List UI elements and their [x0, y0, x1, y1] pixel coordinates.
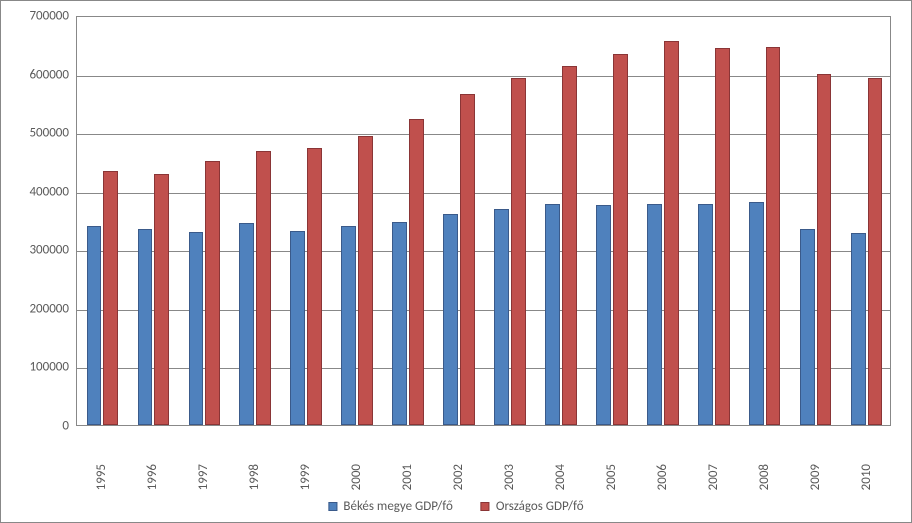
- bar: [460, 94, 475, 426]
- x-tick-label: 2010: [859, 464, 874, 490]
- gdp-chart: 0 100000 200000 300000 400000 500000 600000 700…: [0, 0, 912, 523]
- x-tick-label: 1995: [94, 464, 109, 490]
- bar: [154, 174, 169, 425]
- x-tick-label: 2008: [757, 464, 772, 490]
- y-tick-label: 300000: [7, 244, 69, 257]
- bar: [205, 161, 220, 425]
- y-tick-label: 400000: [7, 185, 69, 198]
- x-tick-label: 2004: [553, 464, 568, 490]
- legend-item-series1: Békés megye GDP/fő: [328, 499, 452, 514]
- y-tick-label: 0: [7, 420, 69, 433]
- x-tick-label: 2001: [400, 464, 415, 490]
- x-tick-label: 2009: [808, 464, 823, 490]
- bar: [87, 226, 102, 425]
- y-tick-label: 200000: [7, 302, 69, 315]
- bar: [851, 233, 866, 425]
- legend: Békés megye GDP/fő Országos GDP/fő: [328, 499, 583, 514]
- bar: [392, 222, 407, 425]
- bar: [358, 136, 373, 425]
- bar: [138, 229, 153, 425]
- legend-label-series2: Országos GDP/fő: [496, 499, 584, 514]
- bar: [749, 202, 764, 425]
- bar: [494, 209, 509, 425]
- bar: [545, 204, 560, 425]
- bar: [256, 151, 271, 425]
- bar: [562, 66, 577, 425]
- bar: [341, 226, 356, 425]
- bar: [307, 148, 322, 425]
- legend-label-series1: Békés megye GDP/fő: [343, 499, 452, 514]
- x-tick-label: 2006: [655, 464, 670, 490]
- bar: [715, 48, 730, 425]
- y-tick-label: 600000: [7, 68, 69, 81]
- y-tick-label: 100000: [7, 361, 69, 374]
- bar: [596, 205, 611, 425]
- bar: [443, 214, 458, 425]
- bar: [613, 54, 628, 425]
- bar: [766, 47, 781, 425]
- x-tick-label: 2000: [349, 464, 364, 490]
- x-tick-label: 2007: [706, 464, 721, 490]
- bar: [817, 74, 832, 425]
- y-tick-label: 500000: [7, 127, 69, 140]
- legend-swatch-series2: [481, 502, 490, 511]
- x-tick-label: 2003: [502, 464, 517, 490]
- legend-swatch-series1: [328, 502, 337, 511]
- bar: [290, 231, 305, 425]
- bar: [239, 223, 254, 425]
- bar: [698, 204, 713, 425]
- legend-item-series2: Országos GDP/fő: [481, 499, 584, 514]
- bar: [868, 78, 883, 425]
- bar: [664, 41, 679, 425]
- bar: [511, 78, 526, 425]
- x-tick-label: 1999: [298, 464, 313, 490]
- x-tick-label: 2002: [451, 464, 466, 490]
- x-tick-label: 1997: [196, 464, 211, 490]
- bar: [189, 232, 204, 425]
- x-tick-label: 2005: [604, 464, 619, 490]
- x-tick-label: 1998: [247, 464, 262, 490]
- bar: [409, 119, 424, 425]
- bar: [103, 171, 118, 425]
- bars-layer: [77, 17, 890, 425]
- plot-area: [76, 16, 891, 426]
- bar: [800, 229, 815, 425]
- x-tick-label: 1996: [145, 464, 160, 490]
- y-tick-label: 700000: [7, 10, 69, 23]
- bar: [647, 204, 662, 425]
